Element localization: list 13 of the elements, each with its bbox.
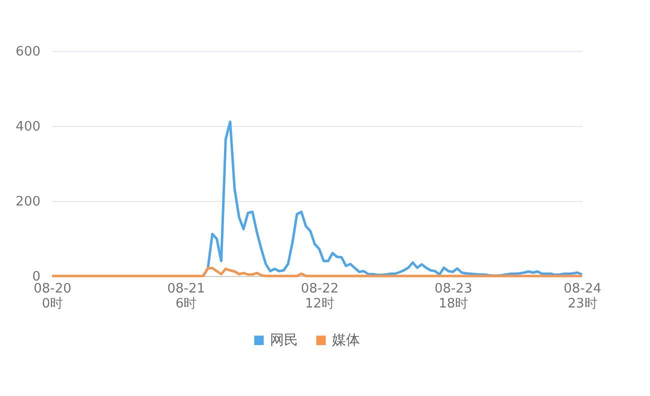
y-tick-label: 0 bbox=[32, 270, 40, 284]
x-tick-label: 08-23 18时 bbox=[434, 282, 472, 312]
legend-label: 网民 bbox=[270, 332, 298, 348]
y-tick-label: 400 bbox=[16, 120, 40, 134]
y-tick-label: 200 bbox=[16, 194, 40, 210]
x-tick-label: 08-22 12时 bbox=[300, 282, 339, 312]
line-series bbox=[50, 266, 584, 278]
x-tick-label: 08-21 6时 bbox=[167, 282, 206, 312]
x-tick-label: 08-24 23时 bbox=[564, 282, 602, 312]
x-tick-label: 08-20 0时 bbox=[34, 282, 72, 312]
line-series bbox=[202, 120, 584, 277]
y-tick-label: 600 bbox=[16, 44, 40, 60]
legend-label: 媒体 bbox=[332, 332, 360, 348]
